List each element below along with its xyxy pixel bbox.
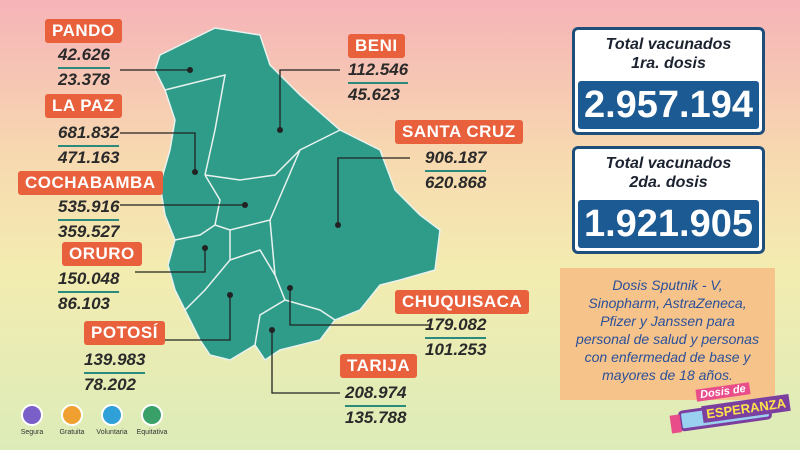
note-line: Dosis Sputnik - V, [612, 277, 723, 293]
first-dose-count: 139.983 [84, 350, 146, 374]
leader-line [289, 288, 430, 326]
note-line: mayores de 18 años. [602, 367, 733, 383]
region-label: CHUQUISACA [395, 290, 530, 314]
leader-dot [242, 202, 248, 208]
leader-line [120, 132, 196, 172]
leader-dot [287, 285, 293, 291]
badge: Segura [10, 404, 54, 436]
logo: Dosis de ESPERANZA [668, 380, 791, 438]
badge-icon [141, 404, 163, 426]
region-label: BENI [348, 34, 405, 58]
badge-icon [101, 404, 123, 426]
second-dose-count: 471.163 [58, 148, 120, 167]
first-dose-count: 42.626 [58, 45, 110, 69]
badge: Voluntaria [90, 404, 134, 436]
leader-line [135, 248, 206, 273]
region-label: LA PAZ [45, 94, 122, 118]
leader-line [271, 330, 340, 394]
second-dose-count: 135.788 [345, 408, 407, 427]
second-dose-count: 620.868 [425, 173, 487, 192]
first-dose-count: 906.187 [425, 148, 487, 172]
second-dose-count: 45.623 [348, 85, 400, 104]
total-second-dose: Total vacunados 2da. dosis 1.921.905 [572, 146, 765, 254]
badge-icon [21, 404, 43, 426]
badge-label: Gratuita [59, 429, 85, 436]
total-title: Total vacunados 1ra. dosis [605, 36, 732, 72]
leader-line [279, 69, 340, 130]
second-dose-count: 78.202 [84, 375, 136, 394]
badge: Gratuita [50, 404, 94, 436]
note-line: con enfermedad de base y [584, 349, 751, 365]
badge-label: Equitativa [136, 429, 168, 436]
second-dose-count: 23.378 [58, 70, 110, 89]
note-line: Sinopharm, AstraZeneca, [588, 295, 747, 311]
badge-label: Segura [20, 429, 44, 436]
leader-dot [277, 127, 283, 133]
first-dose-count: 208.974 [345, 383, 407, 407]
leader-line [337, 157, 410, 225]
total-value: 1.921.905 [578, 200, 759, 248]
region-label: COCHABAMBA [18, 171, 163, 195]
badge: Equitativa [130, 404, 174, 436]
leader-dot [192, 169, 198, 175]
leader-dot [202, 245, 208, 251]
badge-label: Voluntaria [96, 429, 128, 436]
note-line: Pfizer y Janssen para [600, 313, 735, 329]
leader-line [165, 295, 231, 341]
first-dose-count: 535.916 [58, 197, 120, 221]
badge-icon [61, 404, 83, 426]
total-title: Total vacunados 2da. dosis [605, 155, 732, 191]
leader-dot [187, 67, 193, 73]
leader-dot [227, 292, 233, 298]
region-label: TARIJA [340, 354, 418, 378]
second-dose-count: 86.103 [58, 294, 110, 313]
second-dose-count: 359.527 [58, 222, 120, 241]
total-first-dose: Total vacunados 1ra. dosis 2.957.194 [572, 27, 765, 135]
region-label: PANDO [45, 19, 122, 43]
first-dose-count: 112.546 [348, 60, 409, 84]
region-label: SANTA CRUZ [395, 120, 523, 144]
leader-dot [269, 327, 275, 333]
region-label: POTOSÍ [84, 321, 165, 345]
second-dose-count: 101.253 [425, 340, 487, 359]
first-dose-count: 681.832 [58, 123, 120, 147]
total-value: 2.957.194 [578, 81, 759, 129]
region-label: ORURO [62, 242, 142, 266]
first-dose-count: 150.048 [58, 269, 120, 293]
vaccine-note: Dosis Sputnik - V, Sinopharm, AstraZeneca… [560, 268, 775, 400]
leader-dot [335, 222, 341, 228]
bolivia-map [154, 27, 441, 362]
first-dose-count: 179.082 [425, 315, 487, 339]
leader-lines [120, 67, 430, 394]
note-line: personal de salud y personas [576, 331, 759, 347]
department-borders [164, 73, 341, 346]
